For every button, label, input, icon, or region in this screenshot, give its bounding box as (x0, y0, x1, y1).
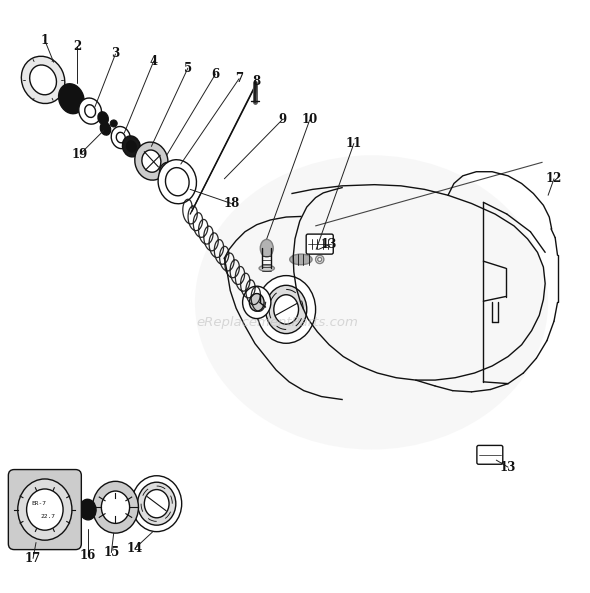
Text: 5: 5 (184, 62, 192, 75)
Ellipse shape (316, 256, 324, 263)
Ellipse shape (165, 168, 189, 196)
Text: 4: 4 (150, 55, 158, 68)
Text: eReplacementParts.com: eReplacementParts.com (196, 317, 358, 330)
Ellipse shape (274, 295, 299, 324)
Text: 19: 19 (72, 148, 88, 161)
FancyBboxPatch shape (306, 234, 333, 254)
Ellipse shape (317, 257, 322, 262)
Ellipse shape (100, 122, 111, 135)
Text: 16: 16 (80, 549, 96, 562)
Text: 15: 15 (103, 546, 120, 559)
Text: 10: 10 (301, 113, 318, 126)
FancyBboxPatch shape (477, 445, 503, 464)
FancyBboxPatch shape (8, 470, 81, 550)
Text: 13: 13 (321, 238, 337, 251)
Ellipse shape (112, 126, 130, 149)
Ellipse shape (85, 105, 96, 117)
Ellipse shape (58, 84, 84, 114)
Text: 7: 7 (235, 72, 243, 85)
Ellipse shape (242, 286, 271, 318)
Ellipse shape (93, 482, 139, 533)
Text: ER-7: ER-7 (31, 501, 47, 506)
Ellipse shape (266, 285, 307, 334)
Text: 9: 9 (278, 113, 286, 126)
Ellipse shape (257, 276, 316, 343)
Ellipse shape (132, 476, 182, 532)
Ellipse shape (142, 150, 161, 172)
Text: 2: 2 (73, 40, 81, 53)
Ellipse shape (122, 136, 140, 157)
Ellipse shape (18, 479, 72, 540)
Ellipse shape (185, 183, 191, 190)
Text: 6: 6 (211, 68, 219, 81)
Text: 14: 14 (127, 542, 143, 555)
Text: 1: 1 (41, 34, 49, 47)
Text: 18: 18 (223, 197, 240, 210)
Text: 8: 8 (253, 75, 261, 88)
Text: 22.7: 22.7 (40, 514, 55, 519)
Ellipse shape (181, 180, 194, 195)
Ellipse shape (145, 490, 169, 518)
Ellipse shape (27, 489, 63, 530)
Text: 3: 3 (112, 47, 120, 60)
Text: 17: 17 (25, 552, 41, 565)
Ellipse shape (250, 294, 264, 311)
Ellipse shape (127, 141, 136, 152)
Text: 13: 13 (500, 461, 516, 474)
Ellipse shape (137, 482, 176, 525)
Ellipse shape (158, 160, 196, 204)
Ellipse shape (101, 491, 130, 524)
Ellipse shape (159, 162, 178, 183)
Ellipse shape (259, 265, 274, 271)
Ellipse shape (260, 240, 273, 257)
Ellipse shape (79, 98, 101, 124)
Ellipse shape (195, 155, 548, 449)
Ellipse shape (135, 142, 168, 180)
Text: 11: 11 (346, 137, 362, 150)
Ellipse shape (290, 254, 312, 264)
Text: 12: 12 (546, 173, 562, 185)
Ellipse shape (21, 56, 65, 104)
Circle shape (110, 120, 117, 127)
Ellipse shape (116, 132, 125, 143)
Ellipse shape (80, 499, 96, 520)
Ellipse shape (98, 112, 109, 125)
Ellipse shape (30, 65, 57, 95)
